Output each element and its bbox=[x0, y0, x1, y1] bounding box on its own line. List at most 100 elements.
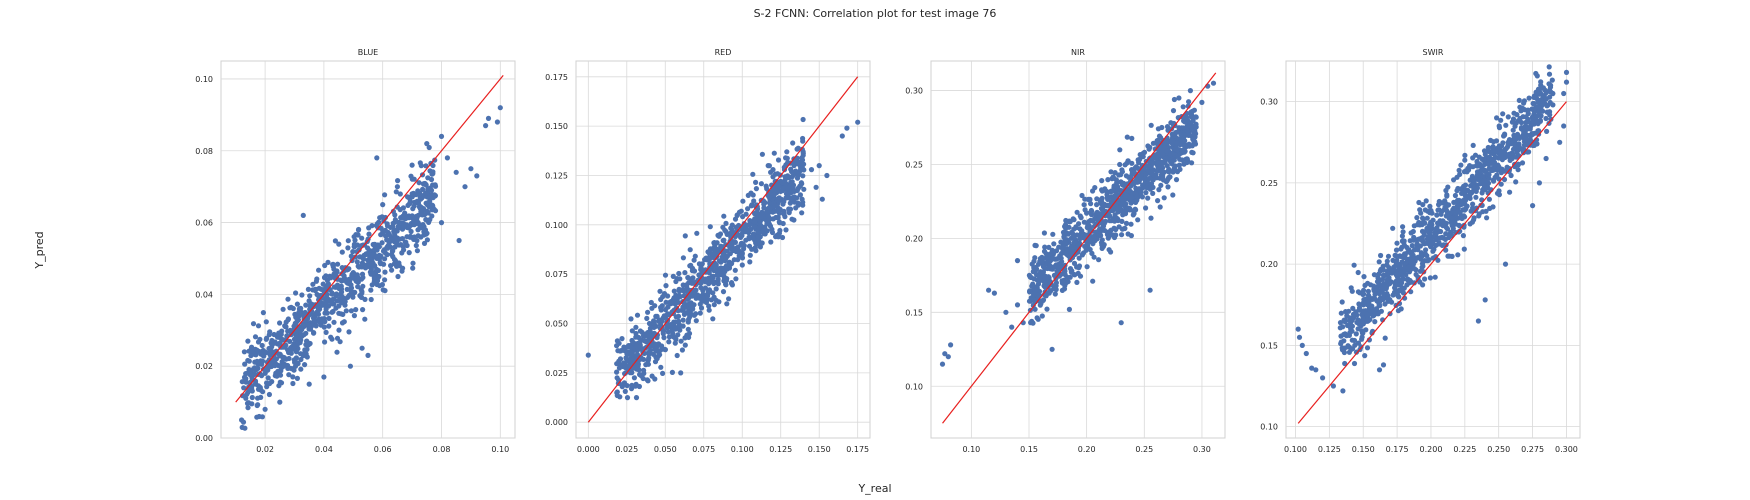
data-point bbox=[316, 267, 322, 273]
data-point bbox=[403, 239, 409, 245]
data-point bbox=[1409, 243, 1415, 249]
data-point bbox=[1179, 125, 1185, 131]
data-point bbox=[675, 332, 681, 338]
identity-line bbox=[1297, 101, 1567, 424]
data-point bbox=[1362, 353, 1368, 359]
data-point bbox=[647, 350, 653, 356]
data-point bbox=[404, 222, 410, 228]
data-point bbox=[1172, 163, 1178, 169]
data-point bbox=[1128, 233, 1134, 239]
data-point bbox=[399, 250, 405, 256]
data-point bbox=[1340, 388, 1346, 394]
data-point bbox=[767, 200, 773, 206]
data-point bbox=[1342, 360, 1348, 367]
data-point bbox=[315, 304, 321, 310]
x-tick-label: 0.125 bbox=[1318, 445, 1341, 454]
x-tick-label: 0.20 bbox=[1078, 445, 1096, 454]
data-point bbox=[339, 300, 345, 306]
data-point bbox=[380, 229, 386, 235]
data-point bbox=[1105, 196, 1111, 202]
data-point bbox=[693, 287, 699, 293]
data-point bbox=[706, 250, 712, 256]
data-point bbox=[629, 328, 635, 334]
data-point bbox=[424, 237, 430, 243]
data-point bbox=[710, 316, 716, 322]
data-point bbox=[799, 155, 805, 161]
data-point bbox=[1042, 244, 1048, 250]
x-tick-label: 0.06 bbox=[374, 445, 392, 454]
data-point bbox=[275, 334, 281, 340]
data-point bbox=[1500, 140, 1506, 146]
data-point bbox=[1072, 272, 1078, 278]
data-point bbox=[322, 310, 328, 316]
data-point bbox=[474, 173, 480, 179]
data-point bbox=[314, 276, 320, 282]
data-point bbox=[1452, 192, 1458, 199]
data-point bbox=[329, 290, 335, 296]
data-point bbox=[777, 196, 783, 202]
data-point bbox=[1123, 220, 1130, 226]
data-point bbox=[711, 302, 717, 308]
data-point bbox=[384, 223, 391, 229]
data-point bbox=[634, 312, 641, 318]
data-point bbox=[1131, 211, 1137, 217]
data-point bbox=[1427, 275, 1433, 281]
data-point bbox=[719, 271, 725, 277]
data-point bbox=[652, 346, 658, 352]
data-point bbox=[1413, 267, 1419, 273]
data-point bbox=[720, 224, 726, 230]
data-point bbox=[269, 337, 275, 344]
data-point bbox=[1163, 147, 1169, 154]
data-point bbox=[326, 323, 332, 329]
data-point bbox=[1462, 187, 1468, 193]
data-point bbox=[776, 230, 783, 236]
data-point bbox=[284, 333, 290, 339]
data-point bbox=[1342, 319, 1348, 325]
data-point bbox=[1048, 288, 1054, 294]
data-point bbox=[1338, 310, 1344, 316]
data-point bbox=[1399, 233, 1405, 239]
data-point bbox=[1392, 252, 1398, 258]
y-axis-label: Y_pred bbox=[33, 231, 46, 269]
data-point bbox=[670, 273, 676, 279]
data-point bbox=[736, 209, 743, 215]
data-point bbox=[400, 205, 406, 211]
data-point bbox=[303, 302, 309, 308]
data-point bbox=[1074, 279, 1080, 285]
data-point bbox=[699, 261, 705, 267]
data-point bbox=[349, 271, 355, 277]
data-point bbox=[1148, 122, 1154, 128]
data-point bbox=[1146, 146, 1152, 152]
data-point bbox=[720, 250, 726, 256]
data-point bbox=[1172, 146, 1178, 152]
data-point bbox=[1424, 253, 1430, 259]
data-point bbox=[330, 261, 336, 267]
data-point bbox=[1462, 157, 1468, 163]
y-tick-label: 0.10 bbox=[905, 382, 923, 391]
data-point bbox=[389, 251, 395, 257]
y-tick-label: 0.04 bbox=[195, 290, 213, 299]
x-tick-label: 0.025 bbox=[615, 445, 638, 454]
scatter-points bbox=[585, 116, 861, 401]
data-point bbox=[624, 383, 630, 389]
data-point bbox=[1343, 309, 1349, 315]
data-point bbox=[301, 332, 307, 338]
data-point bbox=[1124, 160, 1130, 166]
data-point bbox=[394, 184, 400, 190]
data-point bbox=[1471, 186, 1477, 192]
data-point bbox=[250, 321, 257, 327]
data-point bbox=[266, 391, 272, 398]
data-point bbox=[749, 246, 755, 252]
data-point bbox=[1178, 132, 1184, 138]
data-point bbox=[262, 406, 268, 412]
data-point bbox=[1109, 232, 1115, 238]
data-point bbox=[627, 356, 633, 362]
data-point bbox=[1068, 269, 1074, 275]
data-point bbox=[1444, 226, 1451, 232]
data-point bbox=[438, 220, 445, 226]
data-point bbox=[729, 280, 735, 286]
data-point bbox=[1174, 169, 1181, 175]
data-point bbox=[797, 160, 803, 166]
data-point bbox=[1065, 231, 1071, 237]
data-point bbox=[1074, 209, 1080, 215]
